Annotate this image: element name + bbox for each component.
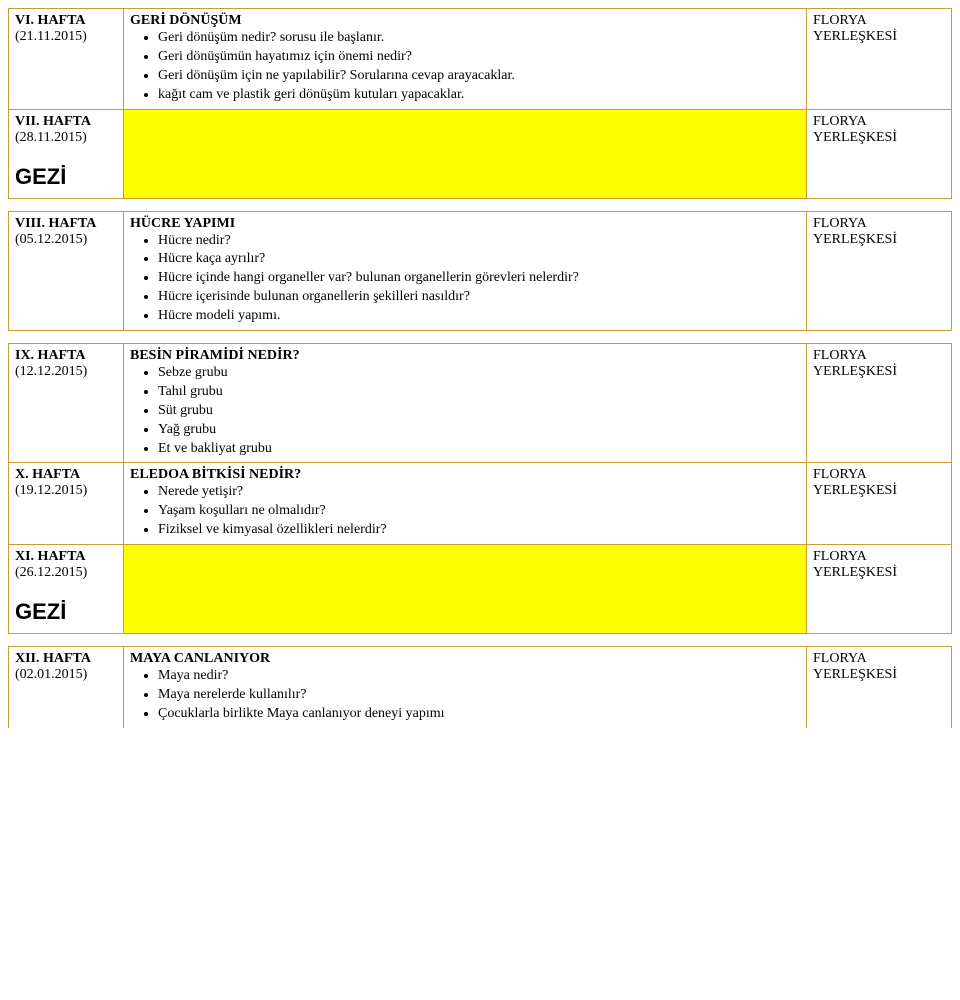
row-week10: X. HAFTA (19.12.2015) ELEDOA BİTKİSİ NED… (9, 463, 952, 545)
location-line2: YERLEŞKESİ (813, 29, 945, 45)
row-week6: VI. HAFTA (21.11.2015) GERİ DÖNÜŞÜM Geri… (9, 9, 952, 110)
week7-date: (28.11.2015) (15, 130, 117, 146)
week9-cell: IX. HAFTA (12.12.2015) (9, 344, 124, 463)
week10-title: ELEDOA BİTKİSİ NEDİR? (130, 467, 800, 483)
week8-item: Hücre nedir? (158, 232, 800, 251)
week8-location: FLORYA YERLEŞKESİ (807, 211, 952, 330)
schedule-table-3: IX. HAFTA (12.12.2015) BESİN PİRAMİDİ NE… (8, 343, 952, 634)
week6-cell: VI. HAFTA (21.11.2015) (9, 9, 124, 110)
location-line2: YERLEŞKESİ (813, 667, 945, 683)
week9-item: Yağ grubu (158, 421, 800, 440)
location-line2: YERLEŞKESİ (813, 130, 945, 146)
week12-date: (02.01.2015) (15, 667, 117, 683)
week10-item: Nerede yetişir? (158, 483, 800, 502)
week8-item: Hücre kaça ayrılır? (158, 250, 800, 269)
week12-label: XII. HAFTA (15, 651, 117, 667)
week6-content: GERİ DÖNÜŞÜM Geri dönüşüm nedir? sorusu … (124, 9, 807, 110)
week7-location: FLORYA YERLEŞKESİ (807, 109, 952, 198)
location-line2: YERLEŞKESİ (813, 364, 945, 380)
location-line2: YERLEŞKESİ (813, 483, 945, 499)
row-week9: IX. HAFTA (12.12.2015) BESİN PİRAMİDİ NE… (9, 344, 952, 463)
location-line2: YERLEŞKESİ (813, 232, 945, 248)
week9-item: Tahıl grubu (158, 383, 800, 402)
week9-item: Sebze grubu (158, 364, 800, 383)
week8-date: (05.12.2015) (15, 232, 117, 248)
location-line1: FLORYA (813, 651, 945, 667)
week10-cell: X. HAFTA (19.12.2015) (9, 463, 124, 545)
gezi-label: GEZİ (15, 581, 117, 629)
week9-content: BESİN PİRAMİDİ NEDİR? Sebze grubu Tahıl … (124, 344, 807, 463)
week11-date: (26.12.2015) (15, 565, 117, 581)
schedule-table-2: VIII. HAFTA (05.12.2015) HÜCRE YAPIMI Hü… (8, 211, 952, 331)
location-line1: FLORYA (813, 549, 945, 565)
week10-content: ELEDOA BİTKİSİ NEDİR? Nerede yetişir? Ya… (124, 463, 807, 545)
week7-cell: VII. HAFTA (28.11.2015) GEZİ (9, 109, 124, 198)
week10-date: (19.12.2015) (15, 483, 117, 499)
week6-label: VI. HAFTA (15, 13, 117, 29)
week11-label: XI. HAFTA (15, 549, 117, 565)
location-line1: FLORYA (813, 348, 945, 364)
week10-location: FLORYA YERLEŞKESİ (807, 463, 952, 545)
week8-item: Hücre içerisinde bulunan organellerin şe… (158, 288, 800, 307)
week9-item: Süt grubu (158, 402, 800, 421)
week8-title: HÜCRE YAPIMI (130, 216, 800, 232)
gezi-label: GEZİ (15, 146, 117, 194)
location-line1: FLORYA (813, 13, 945, 29)
week6-location: FLORYA YERLEŞKESİ (807, 9, 952, 110)
week9-title: BESİN PİRAMİDİ NEDİR? (130, 348, 800, 364)
week12-item: Maya nerelerde kullanılır? (158, 686, 800, 705)
location-line1: FLORYA (813, 467, 945, 483)
schedule-table-1: VI. HAFTA (21.11.2015) GERİ DÖNÜŞÜM Geri… (8, 8, 952, 199)
week8-cell: VIII. HAFTA (05.12.2015) (9, 211, 124, 330)
week8-item: Hücre içinde hangi organeller var? bulun… (158, 269, 800, 288)
schedule-table-4: XII. HAFTA (02.01.2015) MAYA CANLANIYOR … (8, 646, 952, 728)
week10-item: Yaşam koşulları ne olmalıdır? (158, 502, 800, 521)
week12-cell: XII. HAFTA (02.01.2015) (9, 647, 124, 728)
week7-label: VII. HAFTA (15, 114, 117, 130)
row-week11: XI. HAFTA (26.12.2015) GEZİ FLORYA YERLE… (9, 545, 952, 634)
row-week7: VII. HAFTA (28.11.2015) GEZİ FLORYA YERL… (9, 109, 952, 198)
week11-location: FLORYA YERLEŞKESİ (807, 545, 952, 634)
week6-item: Geri dönüşüm için ne yapılabilir? Sorula… (158, 67, 800, 86)
week6-item: Geri dönüşümün hayatımız için önemi nedi… (158, 48, 800, 67)
week11-cell: XI. HAFTA (26.12.2015) GEZİ (9, 545, 124, 634)
week9-label: IX. HAFTA (15, 348, 117, 364)
week6-item: Geri dönüşüm nedir? sorusu ile başlanır. (158, 29, 800, 48)
row-week8: VIII. HAFTA (05.12.2015) HÜCRE YAPIMI Hü… (9, 211, 952, 330)
week9-item: Et ve bakliyat grubu (158, 440, 800, 459)
week6-item: kağıt cam ve plastik geri dönüşüm kutula… (158, 86, 800, 105)
week9-date: (12.12.2015) (15, 364, 117, 380)
week11-content (124, 545, 807, 634)
location-line1: FLORYA (813, 114, 945, 130)
week10-label: X. HAFTA (15, 467, 117, 483)
week12-item: Maya nedir? (158, 667, 800, 686)
week7-content (124, 109, 807, 198)
week6-date: (21.11.2015) (15, 29, 117, 45)
week12-title: MAYA CANLANIYOR (130, 651, 800, 667)
week12-item: Çocuklarla birlikte Maya canlanıyor dene… (158, 705, 800, 724)
week8-item: Hücre modeli yapımı. (158, 307, 800, 326)
week8-label-a: VIII. HAFTA (15, 216, 117, 232)
week12-location: FLORYA YERLEŞKESİ (807, 647, 952, 728)
week10-item: Fiziksel ve kimyasal özellikleri nelerdi… (158, 521, 800, 540)
week8-content: HÜCRE YAPIMI Hücre nedir? Hücre kaça ayr… (124, 211, 807, 330)
location-line2: YERLEŞKESİ (813, 565, 945, 581)
row-week12: XII. HAFTA (02.01.2015) MAYA CANLANIYOR … (9, 647, 952, 728)
week9-location: FLORYA YERLEŞKESİ (807, 344, 952, 463)
location-line1: FLORYA (813, 216, 945, 232)
week6-title: GERİ DÖNÜŞÜM (130, 13, 800, 29)
week12-content: MAYA CANLANIYOR Maya nedir? Maya nereler… (124, 647, 807, 728)
